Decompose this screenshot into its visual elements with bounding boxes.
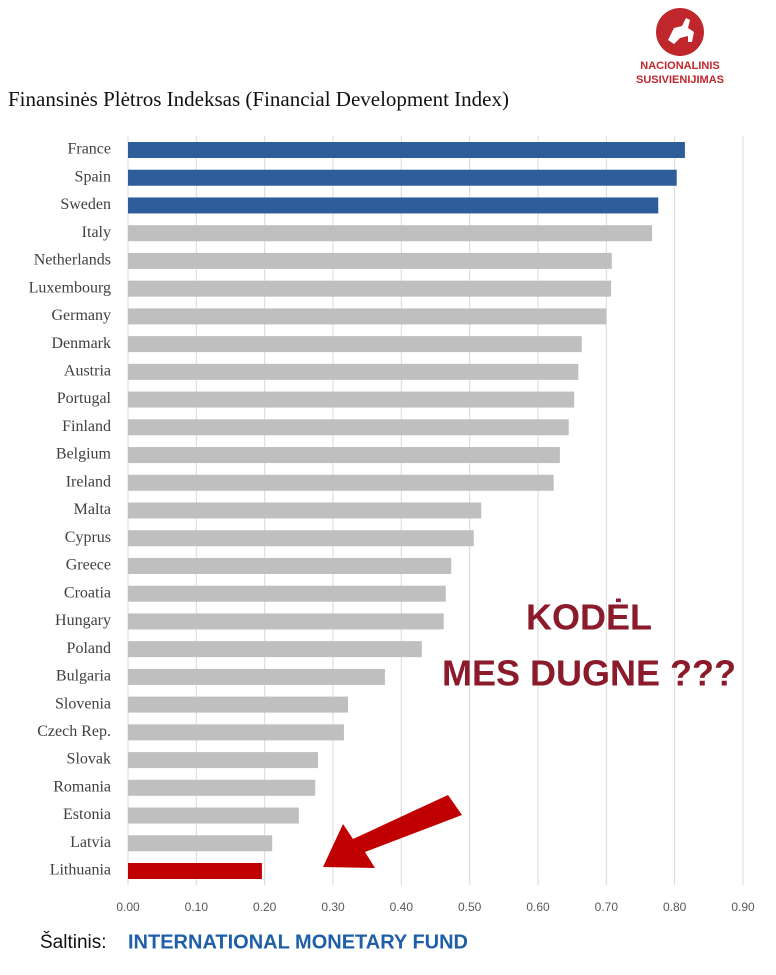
bar: [128, 696, 349, 713]
bar: [128, 585, 446, 602]
bar: [128, 779, 316, 796]
y-tick-label: Estonia: [63, 806, 111, 823]
y-tick-label: Spain: [75, 168, 111, 185]
y-tick-label: Germany: [51, 307, 111, 324]
bar: [128, 641, 422, 658]
y-tick-label: Cyprus: [65, 529, 111, 546]
x-tick-label: 0.30: [321, 900, 345, 914]
x-tick-label: 0.60: [526, 900, 550, 914]
x-tick-label: 0.20: [253, 900, 277, 914]
y-tick-label: Czech Rep.: [37, 723, 111, 740]
x-tick-label: 0.80: [663, 900, 687, 914]
y-tick-label: Malta: [74, 501, 111, 518]
arrow: [323, 795, 462, 868]
bar: [128, 391, 575, 408]
plot: 0.00 0.10 0.20 0.30 0.40 0.50 0.60 0.70 0.80 0.90…: [29, 136, 755, 914]
logo-text: NACIONALINIS: [640, 60, 719, 72]
y-tick-label: Italy: [82, 224, 111, 241]
bar: [128, 613, 444, 630]
y-tick-label: Greece: [66, 557, 111, 574]
y-tick-label: Lithuania: [50, 862, 111, 879]
bar: [128, 557, 452, 574]
annotation: KODĖL: [526, 597, 652, 638]
bar: [128, 419, 569, 436]
y-tick-label: Sweden: [60, 196, 111, 213]
y-tick-label: Belgium: [56, 446, 112, 463]
chart-title: Finansinės Plėtros Indeksas (Financial D…: [8, 87, 509, 111]
logo-knight: [668, 18, 694, 44]
bar: [128, 252, 612, 269]
x-tick-label: 0.50: [458, 900, 482, 914]
bar: [128, 752, 318, 769]
annotation: MES DUGNE ???: [442, 653, 736, 694]
x-tick-label: 0.40: [390, 900, 414, 914]
y-tick-label: Croatia: [64, 584, 111, 601]
bar: [128, 225, 653, 242]
y-tick-label: Denmark: [51, 335, 111, 352]
y-tick-label: Austria: [64, 363, 111, 380]
y-tick-label: Slovenia: [55, 695, 111, 712]
y-tick-label: Bulgaria: [56, 668, 111, 685]
bar: [128, 863, 262, 879]
x-tick-label: 0.70: [595, 900, 619, 914]
bar: [128, 308, 607, 325]
bar: [128, 142, 685, 158]
bar: [128, 169, 677, 186]
bar: [128, 363, 579, 380]
x-tick-label: 0.90: [731, 900, 755, 914]
y-tick-label: Netherlands: [34, 252, 111, 269]
y-tick-label: Ireland: [66, 473, 111, 490]
bar: [128, 197, 659, 214]
x-tick-label: 0.10: [185, 900, 209, 914]
bar: [128, 807, 299, 824]
y-tick-label: Portugal: [57, 390, 112, 407]
bar: [128, 835, 273, 852]
bar: [128, 280, 612, 297]
y-tick-label: Slovak: [67, 751, 111, 768]
y-tick-label: Luxembourg: [29, 279, 111, 296]
source-name: INTERNATIONAL MONETARY FUND: [128, 931, 468, 953]
logo-text: SUSIVIENIJIMAS: [636, 74, 724, 86]
y-tick-label: Hungary: [55, 612, 111, 629]
x-tick-label: 0.00: [116, 900, 140, 914]
bar: [128, 336, 582, 353]
bar: [128, 502, 482, 519]
bar: [128, 447, 560, 464]
y-tick-label: Poland: [67, 640, 111, 657]
y-tick-label: Finland: [62, 418, 111, 435]
bar: [128, 530, 474, 547]
y-tick-label: France: [67, 141, 111, 158]
y-tick-label: Latvia: [70, 834, 111, 851]
y-tick-label: Romania: [53, 778, 111, 795]
bar: [128, 474, 554, 491]
source-label: Šaltinis:: [40, 931, 107, 953]
bar: [128, 724, 344, 741]
bar: [128, 668, 385, 685]
